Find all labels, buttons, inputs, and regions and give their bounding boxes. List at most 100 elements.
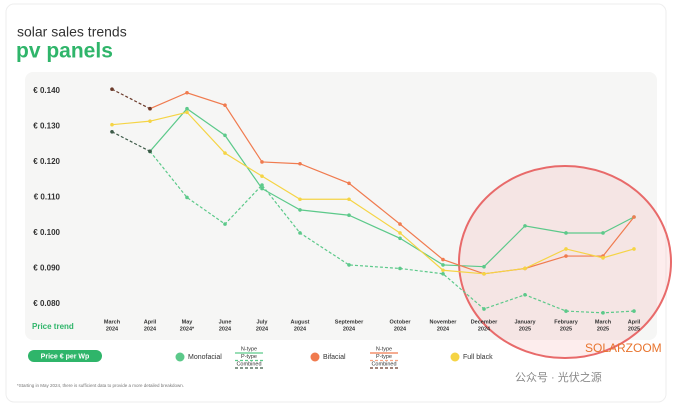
legend-label: P-type (376, 354, 392, 360)
point (260, 186, 264, 191)
point (564, 247, 568, 251)
series-line (111, 88, 151, 110)
point (347, 213, 351, 218)
x-tick-label: 2024 (256, 326, 269, 332)
x-tick-label: 2024 (106, 326, 119, 332)
point (347, 181, 351, 186)
point (260, 174, 264, 178)
x-tick-label: April (144, 319, 157, 325)
point (564, 231, 568, 235)
point (601, 231, 605, 235)
legend-dot (175, 352, 185, 362)
point (260, 160, 264, 164)
point (523, 266, 527, 271)
y-tick-label: € 0.080 (33, 299, 60, 308)
point (632, 215, 636, 219)
y-tick-label: € 0.130 (33, 122, 60, 131)
point (601, 311, 605, 315)
point (298, 231, 302, 235)
x-tick-label: March (595, 319, 612, 325)
x-tick-label: 2024 (394, 326, 407, 332)
point (185, 106, 189, 111)
x-tick-label: January (514, 319, 536, 325)
source: 公众号 · 光伏之源 (515, 370, 602, 384)
x-tick-label: June (219, 319, 232, 325)
point (482, 307, 486, 311)
point (523, 224, 527, 228)
y-axis-label: Price € per Wp (41, 353, 90, 360)
point (347, 197, 351, 202)
x-tick-label: 2024 (343, 326, 356, 332)
subtitle: solar sales trends (17, 24, 127, 40)
legend-label: N-type (241, 346, 257, 352)
point (441, 272, 445, 276)
y-tick-label: € 0.110 (34, 193, 61, 202)
x-tick-label: September (335, 319, 364, 325)
legend-label: N-type (376, 346, 392, 352)
point (632, 247, 636, 251)
x-tick-label: May (182, 319, 194, 325)
highlight-circle (458, 165, 672, 359)
series-line (111, 131, 151, 152)
point (482, 264, 486, 269)
point (185, 90, 189, 95)
legend-label: Full black (463, 354, 493, 361)
x-tick-label: November (430, 319, 458, 325)
point (260, 183, 264, 187)
point (523, 292, 527, 297)
x-tick-label: 2024 (144, 326, 157, 332)
point (398, 266, 402, 271)
plot-area (25, 72, 657, 340)
x-tick-label: March (104, 319, 121, 325)
y-tick-label: € 0.090 (33, 264, 60, 273)
point (441, 268, 445, 273)
x-tick-label: 2025 (597, 326, 609, 332)
x-tick-label: October (389, 319, 411, 325)
y-tick-label: € 0.100 (33, 228, 60, 237)
point (632, 309, 636, 313)
point (185, 195, 189, 200)
point (441, 257, 445, 262)
legend-group: Monofacial (188, 354, 222, 361)
x-tick-label: 2024 (478, 326, 491, 332)
x-tick-label: 2024 (219, 326, 232, 332)
x-tick-label: 2025 (628, 326, 640, 332)
point (398, 231, 402, 235)
point (298, 161, 302, 166)
y-axis-badge (28, 350, 102, 362)
chart-title: pv panels (16, 40, 113, 63)
point (148, 119, 152, 123)
point (564, 254, 568, 258)
x-tick-label: December (471, 319, 498, 325)
x-tick-label: 2024 (437, 326, 450, 332)
point (223, 151, 227, 155)
x-tick-label: August (291, 319, 310, 325)
point (148, 149, 152, 154)
watermark: SOLARZOOM (585, 341, 662, 355)
point (298, 197, 302, 202)
point (441, 263, 445, 267)
legend-dot (450, 352, 460, 362)
point (601, 256, 605, 260)
y-tick-label: € 0.140 (33, 86, 60, 95)
point (564, 309, 568, 313)
x-tick-label: 2024 (294, 326, 307, 332)
x-tick-label: February (554, 319, 578, 325)
point (347, 263, 351, 267)
point (298, 208, 302, 212)
legend-label: P-type (241, 354, 257, 360)
legend-dot (310, 352, 320, 362)
point (223, 133, 227, 138)
series-line (111, 111, 635, 275)
x-tick-label: 2024* (180, 326, 195, 332)
point (185, 110, 189, 115)
legend-group: Bifacial (323, 354, 346, 361)
point (482, 272, 486, 276)
point (110, 87, 114, 91)
point (223, 222, 227, 226)
legend-label: Combined (236, 361, 261, 367)
legend-label: Combined (371, 361, 396, 367)
x-tick-label: July (256, 319, 268, 325)
x-tick-label: April (628, 319, 641, 325)
